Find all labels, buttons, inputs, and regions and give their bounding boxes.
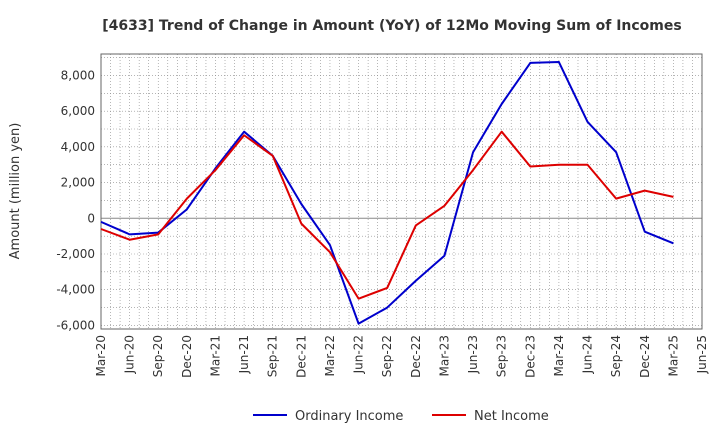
x-tick-label: Dec-21 [294,335,308,378]
x-tick-label: Jun-20 [123,335,137,374]
x-tick-label: Dec-22 [409,335,423,378]
x-tick-label: Dec-20 [180,335,194,378]
legend-label-net-income: Net Income [474,409,549,424]
x-tick-label: Dec-24 [638,335,652,378]
x-tick-label: Mar-25 [666,335,680,376]
x-tick-label: Mar-23 [437,335,451,376]
x-tick-label: Sep-22 [380,335,394,377]
x-tick-label: Jun-25 [695,335,709,374]
x-tick-label: Jun-21 [237,335,251,374]
y-tick-label: 6,000 [61,104,95,118]
x-tick-label: Mar-20 [94,335,108,376]
x-tick-label: Sep-20 [151,335,165,377]
y-tick-label: 4,000 [61,140,95,154]
x-tick-label: Jun-22 [352,335,366,374]
plot-frame [100,53,703,330]
x-tick-label: Mar-21 [208,335,222,376]
y-tick-label: 8,000 [61,68,95,82]
series-line-net-income [100,130,674,300]
x-tick-label: Sep-24 [609,335,623,377]
y-tick-label: -6,000 [56,318,95,332]
x-tick-label: Mar-22 [323,335,337,376]
x-tick-label: Dec-23 [523,335,537,378]
x-tick-label: Sep-21 [266,335,280,377]
legend: Ordinary Income Net Income [253,409,549,424]
series-line-ordinary-income [100,61,674,325]
x-tick-label: Sep-23 [495,335,509,377]
y-axis-label: Amount (million yen) [8,123,23,260]
y-tick-label: 0 [87,211,95,225]
legend-label-ordinary-income: Ordinary Income [295,409,403,424]
y-tick-label: -2,000 [56,247,95,261]
chart-title: [4633] Trend of Change in Amount (YoY) o… [102,18,681,34]
y-tick-label: -4,000 [56,283,95,297]
plot-area: -6,000 -4,000 -2,000 0 2,000 4,000 6,000 8,000 M… [56,53,709,378]
y-tick-label: 2,000 [61,176,95,190]
x-tick-label: Jun-24 [581,335,595,374]
x-tick-label: Jun-23 [466,335,480,374]
x-tick-label: Mar-24 [552,335,566,376]
